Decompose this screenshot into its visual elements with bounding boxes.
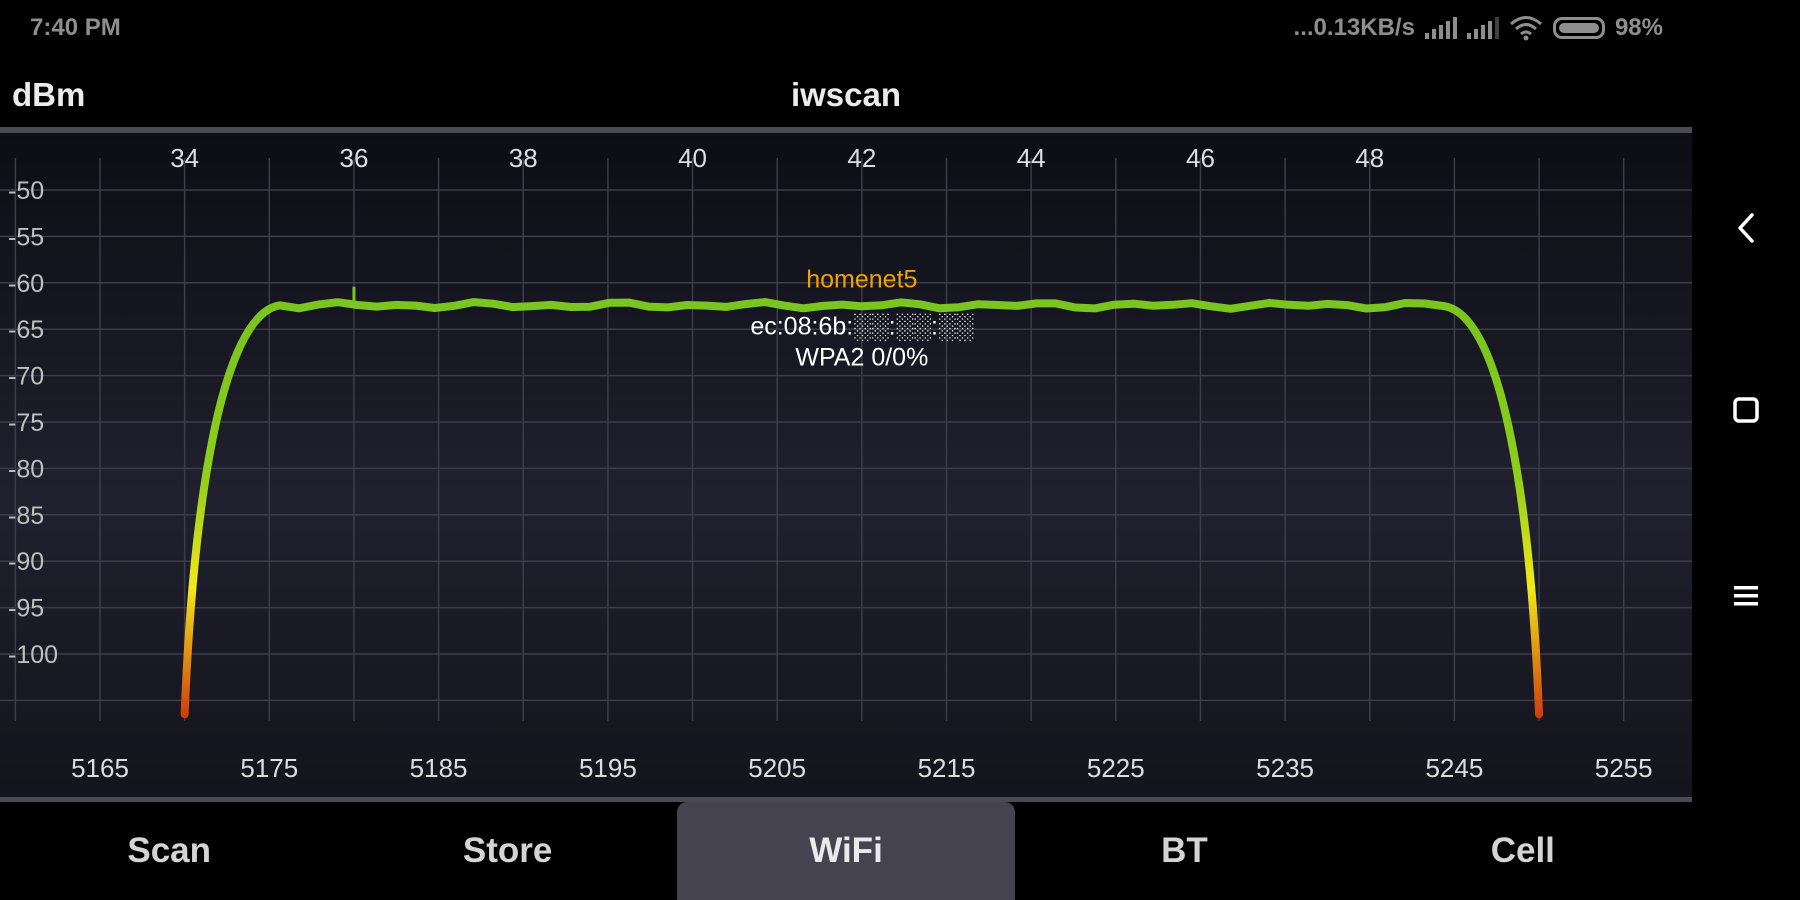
tab-scan[interactable]: Scan	[127, 831, 212, 870]
tab-bt[interactable]: BT	[1161, 831, 1208, 870]
chart-canvas: -50 -55 -60 -65 -70 -75 -80 -85 -90 -95 -100 5165 51…	[0, 133, 1692, 797]
home-icon	[1733, 397, 1759, 423]
y-tick-label: -65	[8, 316, 44, 344]
y-tick-label: -50	[8, 177, 44, 205]
x-tick-label: 5205	[748, 753, 806, 783]
network-speed: ...0.13KB/s	[1293, 14, 1415, 41]
channel-tick-label: 48	[1355, 143, 1384, 173]
toolbar: dBm iwscan	[0, 58, 1692, 128]
wifi-icon	[1509, 16, 1542, 41]
menu-icon	[1734, 586, 1758, 606]
home-button[interactable]	[1722, 386, 1770, 434]
channel-tick-label: 44	[1017, 143, 1046, 173]
plot-background	[0, 133, 1692, 797]
x-tick-label: 5195	[579, 753, 637, 783]
x-tick-label: 5255	[1595, 753, 1653, 783]
network-ssid-label: homenet5	[806, 265, 917, 293]
y-tick-label: -95	[8, 595, 44, 623]
signal-curve	[180, 298, 1544, 719]
channel-tick-label: 34	[170, 143, 199, 173]
wifi-channel-chart: -50 -55 -60 -65 -70 -75 -80 -85 -90 -95 -100 5165 51…	[0, 133, 1692, 797]
y-tick-label: -60	[8, 270, 44, 298]
channel-tick-label: 38	[509, 143, 538, 173]
battery-icon	[1552, 17, 1605, 39]
y-tick-label: -70	[8, 363, 44, 391]
network-security-label: WPA2 0/0%	[795, 343, 928, 371]
divider	[0, 797, 1692, 802]
system-nav-bar	[1692, 58, 1800, 900]
x-tick-label: 5185	[410, 753, 468, 783]
back-icon	[1738, 213, 1754, 243]
x-tick-label: 5175	[240, 753, 298, 783]
x-tick-label: 5165	[71, 753, 129, 783]
tab-store[interactable]: Store	[462, 831, 553, 870]
x-tick-label: 5225	[1087, 753, 1145, 783]
menu-button[interactable]	[1722, 572, 1770, 620]
grid	[0, 158, 1692, 721]
bottom-tab-bar: Scan Store WiFi BT Cell	[0, 802, 1692, 900]
status-icons: ...0.13KB/s 98%	[1294, 14, 1663, 42]
battery-percent: 98%	[1614, 14, 1663, 41]
signal-curves	[180, 286, 1544, 719]
status-time: 7:40 PM	[30, 14, 121, 41]
tab-wifi[interactable]: WiFi	[676, 802, 1016, 900]
axis-labels: -50 -55 -60 -65 -70 -75 -80 -85 -90 -95 -100 5165 51…	[8, 143, 1653, 783]
app-title: iwscan	[790, 76, 902, 113]
back-button[interactable]	[1722, 204, 1770, 252]
x-tick-label: 5215	[918, 753, 976, 783]
status-bar: 7:40 PM ...0.13KB/s 98%	[0, 0, 1800, 58]
y-tick-label: -100	[8, 641, 58, 669]
unit-label: dBm	[12, 76, 86, 113]
tab-cell[interactable]: Cell	[1490, 831, 1555, 870]
signal-icon	[1466, 17, 1499, 39]
network-bssid-label: ec:08:6b:░░:░░:░░	[750, 312, 973, 341]
channel-tick-label: 40	[678, 143, 707, 173]
channel-tick-label: 46	[1186, 143, 1215, 173]
y-tick-label: -90	[8, 548, 44, 576]
divider	[0, 127, 1692, 133]
y-tick-label: -75	[8, 409, 44, 437]
x-tick-label: 5245	[1425, 753, 1483, 783]
channel-tick-label: 36	[339, 143, 368, 173]
y-tick-label: -55	[8, 223, 44, 251]
signal-icon	[1424, 17, 1457, 39]
y-tick-label: -85	[8, 502, 44, 530]
channel-tick-label: 42	[847, 143, 876, 173]
y-tick-label: -80	[8, 455, 44, 483]
x-tick-label: 5235	[1256, 753, 1314, 783]
